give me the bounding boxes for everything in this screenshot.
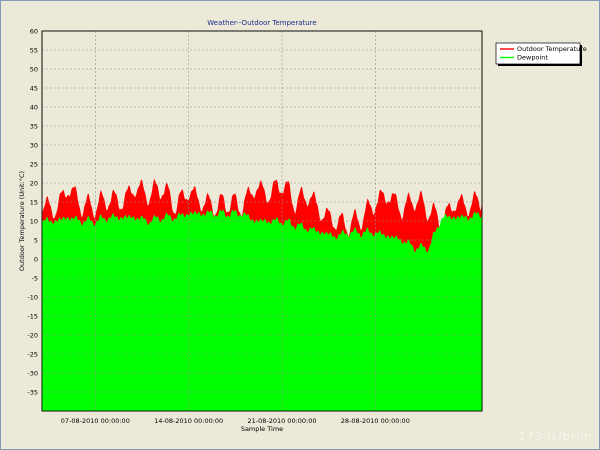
plot-area	[41, 30, 483, 412]
y-tick-label: 15	[30, 199, 38, 207]
y-tick-label: 0	[34, 256, 38, 264]
y-tick-label: 40	[30, 104, 38, 112]
y-tick-label: -35	[27, 389, 38, 397]
plot-border	[41, 30, 483, 412]
watermark: 173.is/brim	[519, 430, 592, 443]
series-area-dewpoint	[42, 209, 482, 411]
x-tick-label: 28-08-2010 00:00:00	[341, 417, 410, 425]
y-tick-label: -10	[27, 294, 38, 302]
y-tick-label: 25	[30, 161, 38, 169]
y-tick-label: -30	[27, 370, 38, 378]
y-tick-label: -5	[32, 275, 38, 283]
x-tick-label: 21-08-2010 00:00:00	[247, 417, 316, 425]
y-tick-label: 45	[30, 85, 38, 93]
y-axis-ticks: 605550454035302520151050-5-10-15-20-25-3…	[27, 28, 38, 397]
x-axis-title: Sample Time	[241, 425, 283, 433]
y-tick-label: 35	[30, 123, 38, 131]
y-tick-label: 10	[30, 218, 38, 226]
y-tick-label: 60	[30, 28, 38, 36]
x-tick-label: 14-08-2010 00:00:00	[154, 417, 223, 425]
y-axis-title: Outdoor Temperature (Unit:°C)	[18, 171, 26, 271]
legend-label: Dewpoint	[517, 54, 548, 62]
x-tick-label: 07-08-2010 00:00:00	[61, 417, 130, 425]
y-tick-label: 55	[30, 47, 38, 55]
y-tick-label: -25	[27, 351, 38, 359]
y-tick-label: -20	[27, 332, 38, 340]
y-tick-label: 50	[30, 66, 38, 74]
chart-title: Weather--Outdoor Temperature	[207, 19, 316, 27]
y-tick-label: 20	[30, 180, 38, 188]
x-axis-ticks: 07-08-2010 00:00:00 14-08-2010 00:00:00 21…	[61, 417, 410, 425]
legend-box	[495, 42, 581, 65]
y-tick-label: -15	[27, 313, 38, 321]
legend-label: Outdoor Temperature	[517, 45, 587, 53]
y-tick-label: 30	[30, 142, 38, 150]
y-tick-label: 5	[34, 237, 38, 245]
